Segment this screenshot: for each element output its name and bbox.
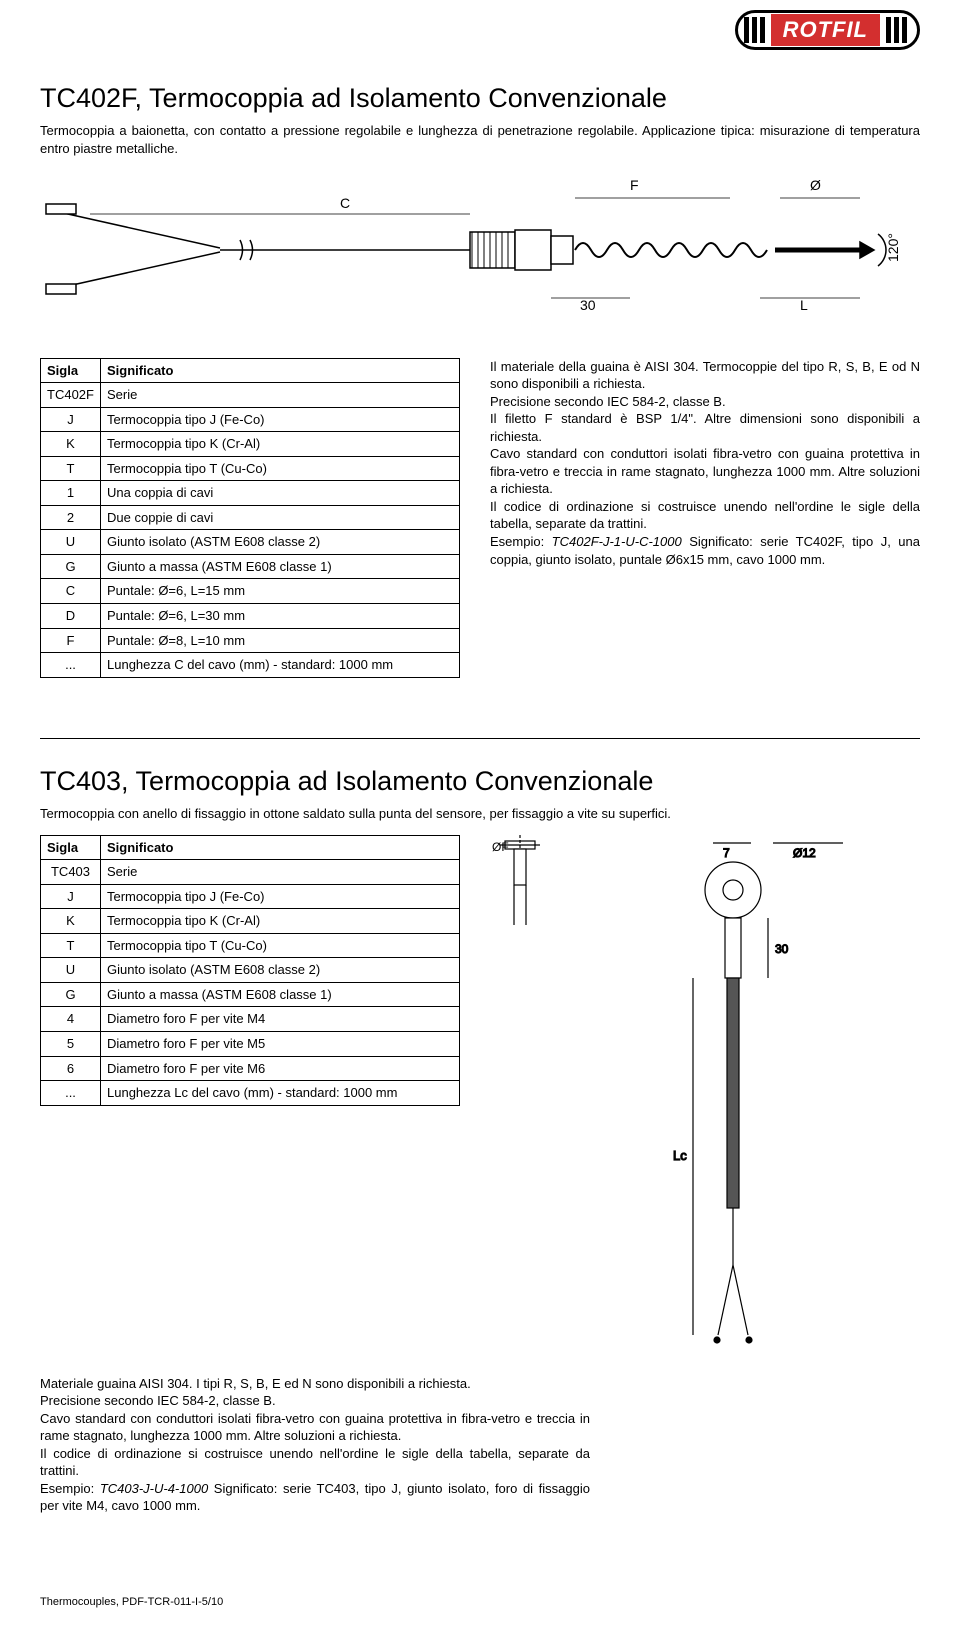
svg-text:ØF: ØF bbox=[492, 840, 509, 854]
table-row: 5Diametro foro F per vite M5 bbox=[41, 1032, 460, 1057]
cell-sigla: T bbox=[41, 933, 101, 958]
cell-significato: Puntale: Ø=6, L=30 mm bbox=[101, 604, 460, 629]
cell-significato: Termocoppia tipo J (Fe-Co) bbox=[101, 884, 460, 909]
svg-text:Ø12: Ø12 bbox=[793, 846, 816, 860]
cell-significato: Giunto a massa (ASTM E608 classe 1) bbox=[101, 554, 460, 579]
table-row: GGiunto a massa (ASTM E608 classe 1) bbox=[41, 982, 460, 1007]
table-row: 6Diametro foro F per vite M6 bbox=[41, 1056, 460, 1081]
table-row: 1Una coppia di cavi bbox=[41, 481, 460, 506]
logo: ROTFIL bbox=[735, 10, 920, 50]
cell-sigla: G bbox=[41, 982, 101, 1007]
th-sigla-2: Sigla bbox=[41, 835, 101, 860]
cell-sigla: 4 bbox=[41, 1007, 101, 1032]
cell-significato: Termocoppia tipo K (Cr-Al) bbox=[101, 432, 460, 457]
cell-significato: Termocoppia tipo T (Cu-Co) bbox=[101, 456, 460, 481]
table-row: CPuntale: Ø=6, L=15 mm bbox=[41, 579, 460, 604]
cell-significato: Una coppia di cavi bbox=[101, 481, 460, 506]
table-row: UGiunto isolato (ASTM E608 classe 2) bbox=[41, 530, 460, 555]
cell-sigla: 1 bbox=[41, 481, 101, 506]
svg-text:30: 30 bbox=[775, 942, 789, 956]
cell-significato: Termocoppia tipo J (Fe-Co) bbox=[101, 407, 460, 432]
cell-significato: Puntale: Ø=8, L=10 mm bbox=[101, 628, 460, 653]
table-row: TC402FSerie bbox=[41, 383, 460, 408]
svg-text:C: C bbox=[340, 195, 350, 211]
figure-tc402f: C F Ø 30 L 120° bbox=[40, 170, 920, 340]
logo-stripes-right bbox=[880, 17, 913, 43]
cell-sigla: 6 bbox=[41, 1056, 101, 1081]
svg-text:Ø: Ø bbox=[810, 177, 821, 193]
cell-sigla: U bbox=[41, 530, 101, 555]
cell-sigla: 2 bbox=[41, 505, 101, 530]
logo-stripes-left bbox=[738, 17, 771, 43]
th-significato-2: Significato bbox=[101, 835, 460, 860]
table-row: UGiunto isolato (ASTM E608 classe 2) bbox=[41, 958, 460, 983]
section2-description: Materiale guaina AISI 304. I tipi R, S, … bbox=[40, 1375, 590, 1515]
svg-text:120°: 120° bbox=[885, 233, 901, 262]
cell-significato: Puntale: Ø=6, L=15 mm bbox=[101, 579, 460, 604]
table-row: DPuntale: Ø=6, L=30 mm bbox=[41, 604, 460, 629]
cell-sigla: C bbox=[41, 579, 101, 604]
cell-sigla: T bbox=[41, 456, 101, 481]
cell-significato: Serie bbox=[101, 860, 460, 885]
table-tc402f: Sigla Significato TC402FSerieJTermocoppi… bbox=[40, 358, 460, 678]
cell-sigla: ... bbox=[41, 1081, 101, 1106]
table-row: KTermocoppia tipo K (Cr-Al) bbox=[41, 909, 460, 934]
cell-significato: Termocoppia tipo K (Cr-Al) bbox=[101, 909, 460, 934]
cell-sigla: K bbox=[41, 432, 101, 457]
svg-text:F: F bbox=[630, 177, 639, 193]
divider bbox=[40, 738, 920, 739]
cell-significato: Due coppie di cavi bbox=[101, 505, 460, 530]
svg-text:7: 7 bbox=[723, 846, 730, 860]
cell-significato: Lunghezza C del cavo (mm) - standard: 10… bbox=[101, 653, 460, 678]
page-footer: Thermocouples, PDF-TCR-011-I-5/10 bbox=[40, 1595, 920, 1610]
table-row: TC403Serie bbox=[41, 860, 460, 885]
figure-tc403-side: ØF bbox=[490, 835, 545, 935]
cell-sigla: J bbox=[41, 407, 101, 432]
table-row: ...Lunghezza Lc del cavo (mm) - standard… bbox=[41, 1081, 460, 1106]
table-row: 2Due coppie di cavi bbox=[41, 505, 460, 530]
cell-significato: Giunto isolato (ASTM E608 classe 2) bbox=[101, 958, 460, 983]
logo-text: ROTFIL bbox=[771, 14, 880, 46]
cell-sigla: J bbox=[41, 884, 101, 909]
cell-sigla: D bbox=[41, 604, 101, 629]
cell-sigla: K bbox=[41, 909, 101, 934]
cell-sigla: F bbox=[41, 628, 101, 653]
svg-text:30: 30 bbox=[580, 297, 596, 313]
svg-text:Lc: Lc bbox=[673, 1148, 687, 1163]
cell-significato: Giunto a massa (ASTM E608 classe 1) bbox=[101, 982, 460, 1007]
table-row: ...Lunghezza C del cavo (mm) - standard:… bbox=[41, 653, 460, 678]
section1-title: TC402F, Termocoppia ad Isolamento Conven… bbox=[40, 80, 920, 116]
cell-sigla: G bbox=[41, 554, 101, 579]
section1-description: Il materiale della guaina è AISI 304. Te… bbox=[490, 358, 920, 678]
cell-sigla: ... bbox=[41, 653, 101, 678]
page-header: ROTFIL bbox=[40, 0, 920, 80]
cell-significato: Diametro foro F per vite M6 bbox=[101, 1056, 460, 1081]
th-sigla: Sigla bbox=[41, 358, 101, 383]
section2-title: TC403, Termocoppia ad Isolamento Convenz… bbox=[40, 763, 920, 799]
table-row: TTermocoppia tipo T (Cu-Co) bbox=[41, 456, 460, 481]
table-row: GGiunto a massa (ASTM E608 classe 1) bbox=[41, 554, 460, 579]
section1-intro: Termocoppia a baionetta, con contatto a … bbox=[40, 122, 920, 157]
cell-significato: Termocoppia tipo T (Cu-Co) bbox=[101, 933, 460, 958]
table-row: 4Diametro foro F per vite M4 bbox=[41, 1007, 460, 1032]
cell-significato: Lunghezza Lc del cavo (mm) - standard: 1… bbox=[101, 1081, 460, 1106]
svg-text:L: L bbox=[800, 297, 808, 313]
table-row: TTermocoppia tipo T (Cu-Co) bbox=[41, 933, 460, 958]
cell-significato: Diametro foro F per vite M5 bbox=[101, 1032, 460, 1057]
cell-significato: Serie bbox=[101, 383, 460, 408]
table-row: JTermocoppia tipo J (Fe-Co) bbox=[41, 407, 460, 432]
cell-sigla: U bbox=[41, 958, 101, 983]
cell-significato: Diametro foro F per vite M4 bbox=[101, 1007, 460, 1032]
cell-significato: Giunto isolato (ASTM E608 classe 2) bbox=[101, 530, 460, 555]
th-significato: Significato bbox=[101, 358, 460, 383]
table-row: FPuntale: Ø=8, L=10 mm bbox=[41, 628, 460, 653]
cell-sigla: TC402F bbox=[41, 383, 101, 408]
section2-intro: Termocoppia con anello di fissaggio in o… bbox=[40, 805, 920, 823]
table-row: KTermocoppia tipo K (Cr-Al) bbox=[41, 432, 460, 457]
cell-sigla: 5 bbox=[41, 1032, 101, 1057]
figure-tc403-front: 7 Ø12 30 Lc bbox=[575, 835, 920, 1355]
table-row: JTermocoppia tipo J (Fe-Co) bbox=[41, 884, 460, 909]
cell-sigla: TC403 bbox=[41, 860, 101, 885]
table-tc403: Sigla Significato TC403SerieJTermocoppia… bbox=[40, 835, 460, 1106]
